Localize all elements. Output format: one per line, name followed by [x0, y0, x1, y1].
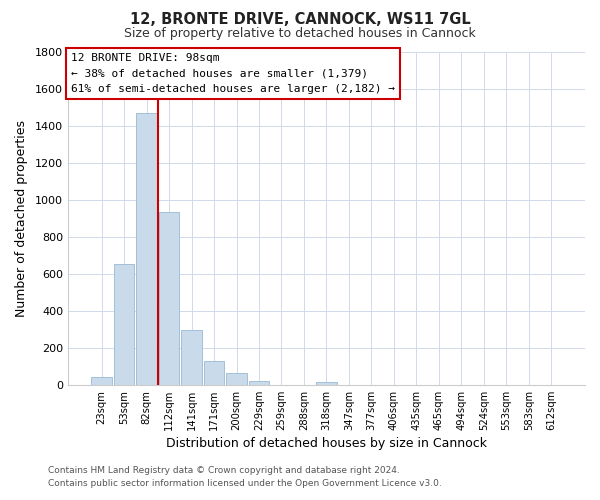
Bar: [91, 378, 112, 385]
Bar: [226, 373, 247, 385]
X-axis label: Distribution of detached houses by size in Cannock: Distribution of detached houses by size …: [166, 437, 487, 450]
Y-axis label: Number of detached properties: Number of detached properties: [15, 120, 28, 316]
Bar: [114, 264, 134, 385]
Bar: [181, 330, 202, 385]
Text: Size of property relative to detached houses in Cannock: Size of property relative to detached ho…: [124, 28, 476, 40]
Text: 12 BRONTE DRIVE: 98sqm
← 38% of detached houses are smaller (1,379)
61% of semi-: 12 BRONTE DRIVE: 98sqm ← 38% of detached…: [71, 53, 395, 94]
Bar: [249, 380, 269, 385]
Bar: [204, 360, 224, 385]
Text: Contains HM Land Registry data © Crown copyright and database right 2024.
Contai: Contains HM Land Registry data © Crown c…: [48, 466, 442, 487]
Text: 12, BRONTE DRIVE, CANNOCK, WS11 7GL: 12, BRONTE DRIVE, CANNOCK, WS11 7GL: [130, 12, 470, 28]
Bar: [159, 212, 179, 385]
Bar: [316, 382, 337, 385]
Bar: [136, 112, 157, 385]
